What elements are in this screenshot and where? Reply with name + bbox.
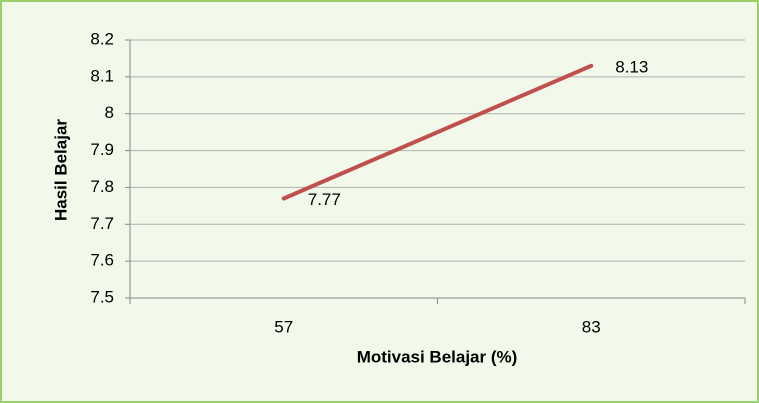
x-tick-label: 57: [274, 317, 293, 336]
y-axis-title: Hasil Belajar: [51, 119, 70, 221]
y-tick-label: 7.9: [90, 140, 114, 159]
y-tick-label: 7.6: [90, 251, 114, 270]
y-tick-label: 8: [105, 103, 114, 122]
data-label: 8.13: [615, 57, 648, 76]
data-label: 7.77: [308, 190, 341, 209]
y-tick-label: 7.8: [90, 177, 114, 196]
y-tick-label: 8.1: [90, 66, 114, 85]
x-axis-title: Motivasi Belajar (%): [357, 347, 518, 366]
y-tick-label: 7.7: [90, 214, 114, 233]
x-tick-label: 83: [582, 317, 601, 336]
data-line: [281, 63, 594, 201]
y-tick-label: 8.2: [90, 29, 114, 48]
y-tick-label: 7.5: [90, 287, 114, 306]
